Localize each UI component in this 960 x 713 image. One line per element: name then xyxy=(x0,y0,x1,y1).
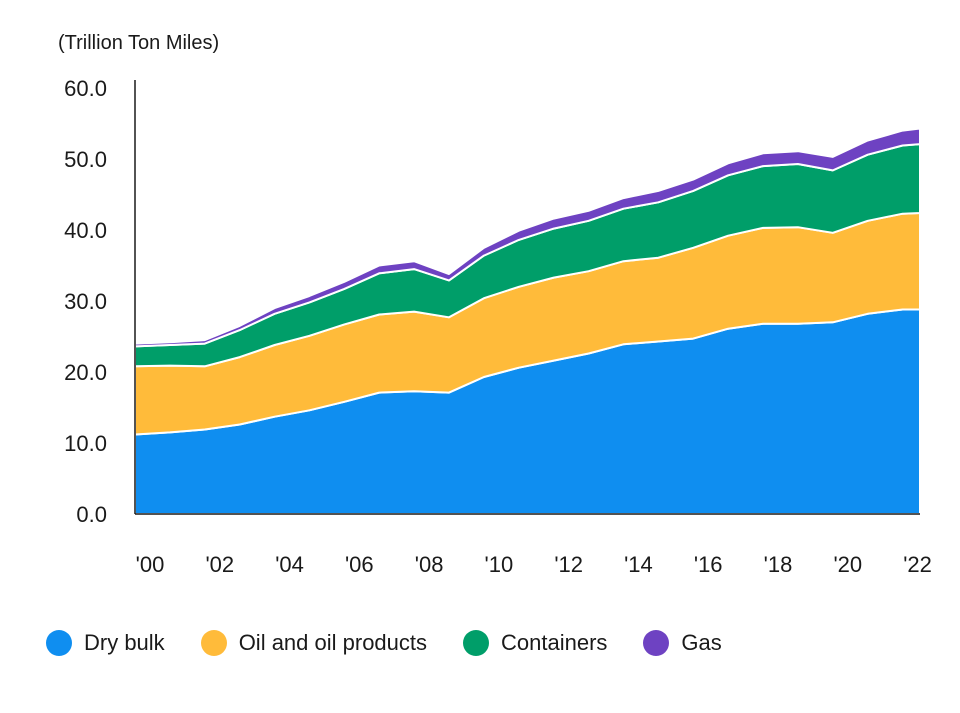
x-tick-label: '18 xyxy=(764,552,793,577)
legend-item-containers: Containers xyxy=(463,630,607,656)
y-tick-label: 20.0 xyxy=(64,360,107,385)
y-axis-unit-label: (Trillion Ton Miles) xyxy=(58,32,220,54)
x-tick-label: '10 xyxy=(485,552,514,577)
x-tick-label: '00 xyxy=(136,552,165,577)
x-tick-label: '16 xyxy=(694,552,723,577)
legend-swatch-containers xyxy=(463,630,490,656)
legend-label-containers: Containers xyxy=(501,630,608,655)
chart-legend: Dry bulk Oil and oil products Containers… xyxy=(46,630,758,656)
legend-label-dry-bulk: Dry bulk xyxy=(84,630,165,655)
y-tick-label: 0.0 xyxy=(76,502,107,527)
legend-swatch-gas xyxy=(643,630,670,656)
y-tick-label: 60.0 xyxy=(64,76,107,101)
x-tick-label: '08 xyxy=(415,552,444,577)
legend-label-gas: Gas xyxy=(681,630,722,655)
y-tick-label: 30.0 xyxy=(64,289,107,314)
legend-swatch-oil xyxy=(200,630,227,656)
y-tick-label: 50.0 xyxy=(64,147,107,172)
legend-label-oil: Oil and oil products xyxy=(238,630,428,655)
legend-item-gas: Gas xyxy=(643,630,722,656)
y-tick-label: 10.0 xyxy=(64,431,107,456)
x-tick-label: '04 xyxy=(275,552,304,577)
x-tick-label: '06 xyxy=(345,552,374,577)
x-tick-label: '02 xyxy=(205,552,234,577)
x-tick-label: '20 xyxy=(833,552,862,577)
legend-item-oil: Oil and oil products xyxy=(200,630,428,656)
legend-item-dry-bulk: Dry bulk xyxy=(46,630,165,656)
area-gas xyxy=(134,127,921,348)
x-tick-label: '14 xyxy=(624,552,653,577)
y-tick-label: 40.0 xyxy=(64,218,107,243)
legend-swatch-dry-bulk xyxy=(46,630,72,656)
x-tick-label: '12 xyxy=(554,552,583,577)
x-tick-label: '22 xyxy=(903,552,932,577)
